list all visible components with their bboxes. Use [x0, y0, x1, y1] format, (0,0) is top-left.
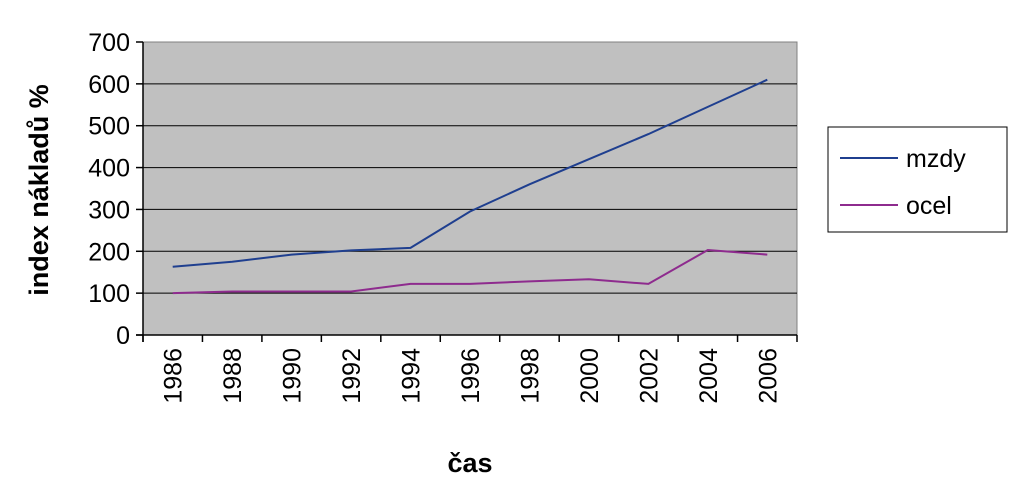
x-tick-label-2002: 2002: [635, 348, 663, 404]
x-axis-title: čas: [447, 448, 492, 478]
y-tick-label-0: 0: [116, 322, 130, 350]
x-tick-label-1998: 1998: [516, 348, 544, 404]
y-tick-label-400: 400: [88, 155, 130, 183]
x-tick-label-2004: 2004: [695, 348, 723, 404]
series-line-mzdy: [172, 78, 768, 268]
y-axis-ticks: 0 100 200 300 400 500 600 700: [88, 29, 143, 350]
legend-box: [827, 126, 1008, 233]
y-tick-label-700: 700: [88, 29, 130, 57]
y-tick-label-100: 100: [88, 280, 130, 308]
legend: mzdy ocel: [827, 126, 1008, 233]
series-line-ocel: [172, 248, 768, 295]
x-tick-label-1992: 1992: [338, 348, 366, 404]
x-axis-ticks: 1986 1988 1990 1992 1994 1996 1998 2000 2002 2004…: [142, 335, 798, 404]
x-tick-label-2000: 2000: [576, 348, 604, 404]
x-tick-label-1994: 1994: [398, 348, 426, 404]
y-tick-label-300: 300: [88, 196, 130, 224]
y-tick-label-600: 600: [88, 71, 130, 99]
x-tick-label-1996: 1996: [457, 348, 485, 404]
y-axis-title: index nákladů %: [24, 84, 54, 296]
series-lines: [172, 78, 768, 295]
x-tick-label-2006: 2006: [754, 348, 782, 404]
y-tick-label-500: 500: [88, 113, 130, 141]
gridlines: [143, 83, 797, 294]
x-tick-label-1986: 1986: [160, 348, 188, 404]
legend-label-mzdy: mzdy: [906, 145, 966, 173]
x-tick-label-1988: 1988: [219, 348, 247, 404]
plot-area: [142, 41, 798, 336]
legend-label-ocel: ocel: [906, 192, 952, 220]
y-tick-label-200: 200: [88, 238, 130, 266]
x-tick-label-1990: 1990: [279, 348, 307, 404]
